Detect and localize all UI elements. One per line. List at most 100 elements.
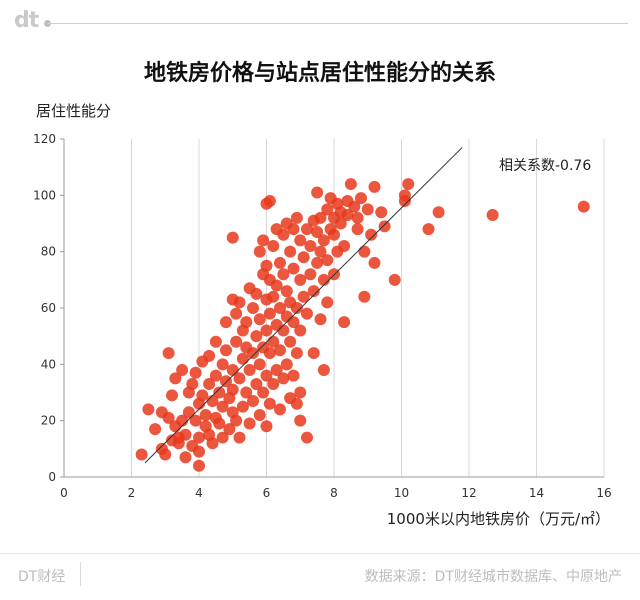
data-point [233,431,246,444]
data-point [213,386,226,399]
data-point [314,245,327,258]
data-point [307,347,320,360]
data-point [253,358,266,371]
data-point [220,344,232,357]
data-point [317,363,330,376]
data-point [294,324,307,337]
y-tick-label: 60 [41,301,56,315]
data-point [135,448,148,461]
data-point [375,206,388,219]
data-point [351,223,364,236]
y-axis-label: 居住性能分 [36,102,112,120]
data-point [206,437,219,450]
data-point [270,279,283,292]
data-point [301,307,313,320]
data-source: 数据来源：DT财经城市数据库、中原地产 [364,569,622,585]
data-point [317,273,330,286]
y-tick-label: 120 [33,132,56,146]
data-point [193,431,205,444]
data-point [321,254,334,267]
data-point [230,414,243,427]
footer-divider [0,553,640,554]
correlation-annotation: 相关系数-0.76 [499,158,592,174]
data-point [260,259,273,272]
data-point [253,409,266,422]
data-point [398,189,411,202]
data-point [328,228,340,241]
data-point [243,363,256,376]
data-point [193,459,205,472]
data-point [284,335,297,348]
x-tick-label: 10 [394,486,409,500]
data-point [368,180,381,193]
y-tick-label: 20 [41,414,56,428]
data-point [162,411,175,424]
data-point [189,366,202,379]
data-point [216,358,229,371]
data-point [230,335,243,348]
data-point [240,386,253,399]
data-point [233,372,246,385]
data-point [432,206,445,219]
data-point [277,228,290,241]
data-point [206,394,219,407]
data-point [193,445,205,458]
data-point [355,192,367,205]
data-point [334,217,347,230]
data-point [253,313,266,326]
footer-brand: DT财经 [18,569,66,585]
data-point [253,245,266,258]
data-point [311,256,324,269]
data-point [226,383,239,396]
data-point [378,220,391,233]
data-point [358,245,371,258]
data-point [263,347,276,360]
data-point [182,406,195,419]
x-tick-label: 12 [461,486,476,500]
data-point [159,448,172,461]
x-tick-label: 16 [596,486,611,500]
data-point [263,307,276,320]
data-point [351,211,364,224]
data-point [220,316,232,329]
data-point [216,400,229,413]
x-tick-label: 14 [529,486,544,500]
data-point [297,251,310,264]
data-point [486,209,499,222]
data-point [247,302,259,314]
data-point [280,285,293,298]
data-point [314,313,327,326]
data-point [267,378,280,391]
data-point [189,414,202,427]
data-point [321,296,334,309]
data-point [176,363,189,376]
trend-line [144,147,463,464]
data-point [223,423,236,436]
data-point [348,200,361,213]
x-tick-label: 2 [128,486,136,500]
data-point [142,403,155,416]
data-point [260,420,273,433]
data-point [270,363,283,376]
data-point [388,273,401,286]
data-point [162,347,175,360]
dt-logo: dt [14,8,39,33]
y-tick-label: 40 [41,357,56,371]
data-point [257,386,270,399]
data-point [247,394,259,407]
y-tick-label: 0 [48,470,56,484]
data-point [287,316,300,329]
data-point [179,451,192,464]
data-point [179,428,192,441]
data-point [284,245,297,258]
data-point [297,290,310,303]
data-point [402,178,415,191]
scatter-chart: 0 20 40 60 80 100 120 0 2 4 6 8 10 12 14 16 [33,132,612,500]
data-point [240,316,253,329]
data-point [280,358,293,371]
data-point [169,372,182,385]
data-point [294,386,307,399]
data-point [301,431,313,444]
data-point [250,330,263,343]
data-point [230,307,243,320]
